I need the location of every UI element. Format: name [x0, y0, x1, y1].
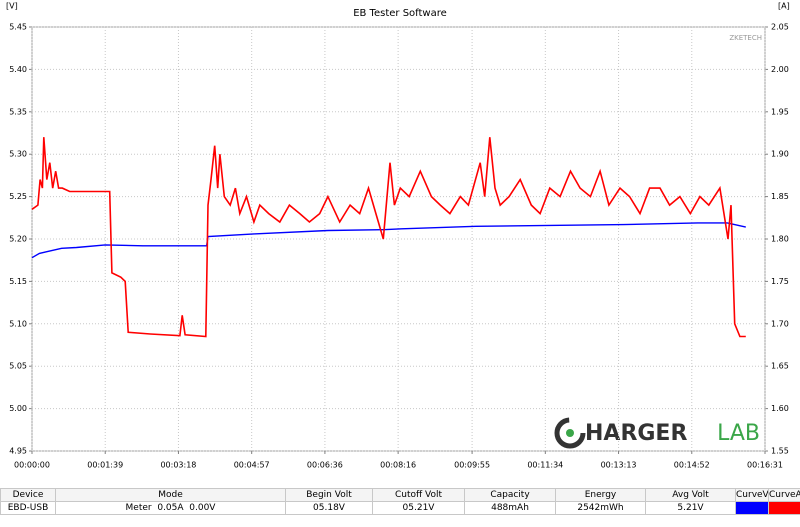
header-cell: Mode — [55, 488, 286, 502]
line-series — [31, 137, 746, 338]
y-tick-label: 5.45 — [9, 23, 27, 32]
y-tick-label: 5.00 — [9, 404, 27, 413]
header-cell: Avg Volt — [645, 488, 736, 502]
x-tick-label: 00:16:31 — [747, 461, 783, 470]
header-cell: Cutoff Volt — [372, 488, 465, 502]
x-tick-label: 00:09:55 — [454, 461, 490, 470]
y2-tick-label: 1.80 — [771, 235, 789, 244]
logo-dot — [566, 429, 574, 437]
x-tick-label: 00:01:39 — [87, 461, 123, 470]
y2-tick-label: 1.95 — [771, 107, 789, 116]
header-cell: Capacity — [464, 488, 556, 502]
x-tick-label: 00:13:13 — [601, 461, 637, 470]
y-tick-label: 5.05 — [9, 362, 27, 371]
x-tick-label: 00:04:57 — [234, 461, 270, 470]
x-tick-label: 00:00:00 — [14, 461, 50, 470]
x-tick-label: 00:06:36 — [307, 461, 343, 470]
x-tick-label: 00:14:52 — [674, 461, 710, 470]
y-tick-label: 4.95 — [9, 447, 27, 456]
y-tick-label: 5.35 — [9, 107, 27, 116]
y2-tick-label: 1.65 — [771, 362, 789, 371]
header-cell: Begin Volt — [285, 488, 373, 502]
y2-tick-label: 1.55 — [771, 447, 789, 456]
cell: 05.18V — [285, 501, 373, 515]
header-cell: CurveA — [768, 488, 800, 502]
y-tick-label: 5.25 — [9, 192, 27, 201]
x-tick-label: 00:11:34 — [527, 461, 563, 470]
y2-tick-label: 1.75 — [771, 277, 789, 286]
chart: EB Tester Software [V] [A] ZKETECH HARGE… — [6, 2, 790, 470]
x-tick-label: 00:08:16 — [380, 461, 416, 470]
cell: 5.21V — [645, 501, 736, 515]
y2-tick-label: 1.70 — [771, 319, 789, 328]
y-tick-label: 5.20 — [9, 235, 27, 244]
y-unit: [V] — [6, 2, 18, 11]
cell: 488mAh — [464, 501, 556, 515]
y-tick-label: 5.40 — [9, 65, 27, 74]
line-series — [31, 222, 746, 259]
header-cell: Device — [0, 488, 56, 502]
cell: 2542mWh — [555, 501, 646, 515]
logo-icon — [554, 417, 586, 449]
y2-tick-label: 1.90 — [771, 150, 789, 159]
y2-tick-label: 2.00 — [771, 65, 789, 74]
cell: EBD-USB — [0, 501, 56, 515]
header-cell: CurveV — [735, 488, 769, 502]
x-tick-label: 00:03:18 — [160, 461, 196, 470]
y2-tick-label: 1.85 — [771, 192, 789, 201]
watermark: ZKETECH — [729, 34, 762, 42]
y2-tick-label: 1.60 — [771, 404, 789, 413]
y-tick-label: 5.15 — [9, 277, 27, 286]
chart-title: EB Tester Software — [353, 8, 447, 19]
curve-color — [768, 501, 800, 515]
cell: 05.21V — [372, 501, 465, 515]
y2-tick-label: 2.05 — [771, 23, 789, 32]
summary-table: Device Mode Begin Volt Cutoff Volt Capacity E… — [0, 488, 800, 515]
cell: Meter 0.05A 0.00V — [55, 501, 286, 515]
logo — [554, 417, 586, 449]
header-cell: Energy — [555, 488, 646, 502]
watermark: LAB — [717, 421, 760, 446]
y2-unit: [A] — [778, 2, 790, 11]
watermark: HARGER — [585, 421, 687, 446]
y-tick-label: 5.30 — [9, 150, 27, 159]
curve-color — [735, 501, 769, 515]
y-tick-label: 5.10 — [9, 319, 27, 328]
